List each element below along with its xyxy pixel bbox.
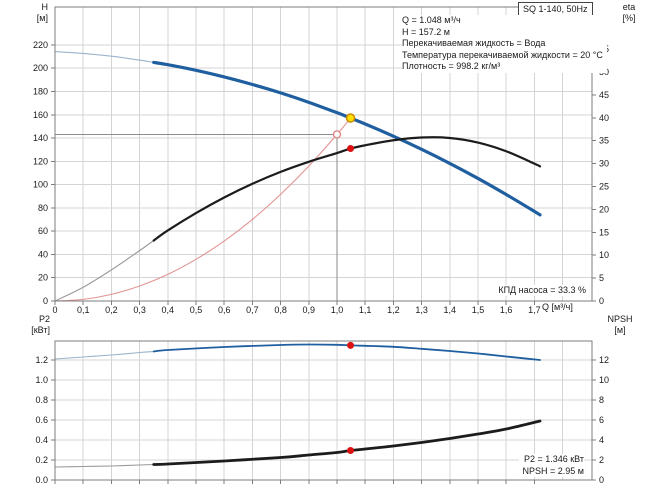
svg-text:0,9: 0,9 [303,305,316,315]
svg-text:12: 12 [599,355,609,365]
npsh-value-text: NPSH = 2.95 м [522,465,584,476]
svg-text:6: 6 [599,415,604,425]
svg-text:0,7: 0,7 [246,305,259,315]
svg-text:10: 10 [599,375,609,385]
npsh-axis-title-line2: [м] [614,325,626,335]
svg-text:0: 0 [599,296,604,306]
svg-text:120: 120 [33,156,48,166]
svg-text:0.6: 0.6 [35,415,48,425]
svg-text:0,6: 0,6 [218,305,231,315]
svg-text:0,3: 0,3 [133,305,146,315]
svg-text:100: 100 [33,180,48,190]
svg-text:1,3: 1,3 [415,305,428,315]
svg-text:8: 8 [599,395,604,405]
h-axis-title: H [м] [18,2,48,24]
duty-annotation-block: Q = 1.048 м³/ч H = 157.2 м Перекачиваема… [402,15,607,73]
svg-text:2: 2 [599,455,604,465]
svg-text:0,5: 0,5 [190,305,203,315]
p2-axis-title-line2: [кВт] [31,325,50,335]
svg-text:4: 4 [599,435,604,445]
svg-text:0.0: 0.0 [35,475,48,485]
svg-text:0,8: 0,8 [274,305,287,315]
svg-text:0.2: 0.2 [35,455,48,465]
svg-text:80: 80 [38,203,48,213]
svg-text:1,4: 1,4 [444,305,457,315]
svg-text:1,5: 1,5 [472,305,485,315]
svg-text:1.2: 1.2 [35,355,48,365]
svg-text:1,6: 1,6 [500,305,513,315]
svg-text:1,1: 1,1 [359,305,372,315]
eta-axis-title: eta [%] [612,2,646,24]
svg-text:25: 25 [599,182,609,192]
svg-text:180: 180 [33,86,48,96]
svg-text:0: 0 [52,305,57,315]
svg-text:60: 60 [38,226,48,236]
svg-text:10: 10 [599,250,609,260]
svg-text:40: 40 [599,113,609,123]
p2-axis-title: P2 [кВт] [16,314,50,336]
h-axis-title-line2: [м] [36,13,48,23]
pump-efficiency-text: КПД насоса = 33.3 % [494,285,586,296]
svg-text:20: 20 [38,273,48,283]
svg-text:220: 220 [33,40,48,50]
svg-text:0: 0 [43,296,48,306]
svg-text:140: 140 [33,133,48,143]
p2-axis-title-line1: P2 [38,314,50,324]
annotation-q: Q = 1.048 м³/ч [402,15,461,25]
p2-value-text: P2 = 1.346 кВт [523,454,584,464]
eta-axis-title-line1: eta [622,2,636,12]
annotation-h: H = 157.2 м [402,26,450,37]
svg-text:0.4: 0.4 [35,435,48,445]
svg-text:0,1: 0,1 [77,305,90,315]
q-axis-title: Q [м³/ч] [542,302,573,312]
svg-text:1.0: 1.0 [35,375,48,385]
svg-text:35: 35 [599,136,609,146]
annotation-liquid: Перекачиваемая жидкость = Вода [402,38,546,48]
svg-text:20: 20 [599,204,609,214]
h-axis-title-line1: H [41,2,49,12]
operating-values-block: P2 = 1.346 кВт NPSH = 2.95 м [518,454,584,477]
svg-text:40: 40 [38,249,48,259]
svg-text:1,0: 1,0 [331,305,344,315]
svg-text:0,4: 0,4 [162,305,175,315]
svg-text:5: 5 [599,273,604,283]
svg-text:1,7: 1,7 [528,305,541,315]
npsh-axis-title: NPSH [м] [600,314,640,336]
svg-text:0,2: 0,2 [105,305,118,315]
eta-axis-title-line2: [%] [622,13,636,23]
svg-text:200: 200 [33,63,48,73]
svg-text:30: 30 [599,159,609,169]
annotation-temperature: Температура перекачиваемой жидкости = 20… [402,49,603,60]
svg-text:0: 0 [599,475,604,485]
svg-text:15: 15 [599,227,609,237]
npsh-axis-title-line1: NPSH [607,314,633,324]
annotation-density: Плотность = 998.2 кг/м³ [402,61,501,71]
svg-text:0.8: 0.8 [35,395,48,405]
svg-text:45: 45 [599,90,609,100]
svg-text:1,2: 1,2 [387,305,400,315]
svg-text:160: 160 [33,110,48,120]
